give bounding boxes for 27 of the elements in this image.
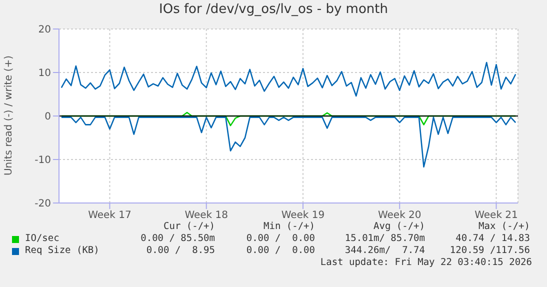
text: 40.74 / 14.83: [454, 233, 530, 245]
x-tick-label: Week 19: [281, 210, 325, 222]
text: 120.59 /117.56: [448, 245, 530, 257]
x-tick-label: Week 18: [184, 210, 228, 222]
chart-title: IOs for /dev/vg_os/lv_os - by month: [158, 2, 389, 17]
text: 0.00 / 8.95: [145, 245, 215, 257]
text: 0.00 / 0.00: [245, 245, 315, 257]
text: Min (-/+): [262, 221, 315, 233]
x-tick-label: Week 20: [378, 210, 422, 222]
text: 344.26m/ 7.74: [344, 245, 425, 257]
x-tick-label: Week 21: [474, 210, 518, 222]
y-axis-title: Units read (-) / write (+): [4, 54, 14, 176]
y-tick-label: 10: [38, 68, 51, 80]
text: 15.01m/ 85.70m: [344, 233, 425, 245]
text: Cur (-/+): [162, 221, 215, 233]
y-tick-label: 20: [38, 24, 51, 36]
text: Avg (-/+): [372, 221, 425, 233]
text: 0.00 / 85.50m: [140, 233, 215, 245]
legend-label: IO/sec: [24, 233, 60, 245]
y-tick-label: -20: [34, 198, 51, 210]
y-tick-label: -10: [34, 155, 51, 166]
text: Last update: Fri May 22 03:40:15 2026: [319, 257, 532, 269]
legend-label: Req Size (KB): [24, 245, 100, 257]
x-tick-label: Week 17: [88, 210, 132, 222]
text: Max (-/+): [478, 221, 530, 233]
text: 0.00 / 0.00: [245, 233, 315, 245]
y-tick-label: 0: [44, 112, 51, 123]
